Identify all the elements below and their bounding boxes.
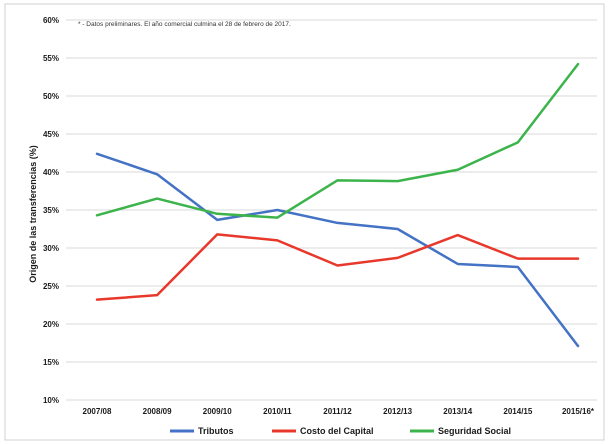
y-tick-label: 40% xyxy=(43,168,59,177)
x-tick-label: 2011/12 xyxy=(323,407,352,416)
legend-label-costo-del-capital: Costo del Capital xyxy=(300,426,374,436)
series-line-costo-del-capital xyxy=(95,233,580,301)
y-tick-label: 10% xyxy=(43,396,59,405)
y-tick-label: 30% xyxy=(43,244,59,253)
legend-label-tributos: Tributos xyxy=(198,426,234,436)
y-tick-label: 45% xyxy=(43,130,59,139)
y-tick-label: 20% xyxy=(43,320,59,329)
chart-frame xyxy=(4,3,605,441)
series-lines xyxy=(95,62,580,348)
x-tick-label: 2009/10 xyxy=(203,407,232,416)
grid-lines xyxy=(66,19,597,401)
y-tick-label: 60% xyxy=(43,16,59,25)
y-tick-label: 25% xyxy=(43,282,59,291)
x-tick-label: 2013/14 xyxy=(443,407,472,416)
x-tick-label: 2007/08 xyxy=(83,407,112,416)
x-tick-label: 2012/13 xyxy=(383,407,412,416)
y-tick-label: 35% xyxy=(43,206,59,215)
y-tick-label: 55% xyxy=(43,54,59,63)
series-line-tributos xyxy=(95,152,580,348)
legend-label-seguridad-social: Seguridad Social xyxy=(438,426,511,436)
y-tick-label: 15% xyxy=(43,358,59,367)
y-axis-label: Origen de las transferencias (%) xyxy=(28,145,38,283)
x-tick-label: 2014/15 xyxy=(503,407,532,416)
legend: Tributos Costo del Capital Seguridad Socia… xyxy=(170,426,511,436)
x-tick-label: 2010/11 xyxy=(263,407,292,416)
chart-note: * - Datos preliminares. El año comercial… xyxy=(78,21,291,28)
y-tick-label: 50% xyxy=(43,92,59,101)
x-axis-ticks: 2007/08 2008/09 2009/10 2010/11 2011/12 2012/… xyxy=(83,407,595,416)
x-tick-label: 2015/16* xyxy=(562,407,595,416)
y-axis-ticks: 10% 15% 20% 25% 30% 35% 40% 45% 50% 55% 60% xyxy=(43,16,59,405)
x-tick-label: 2008/09 xyxy=(143,407,172,416)
series-line-seguridad-social xyxy=(95,62,580,219)
